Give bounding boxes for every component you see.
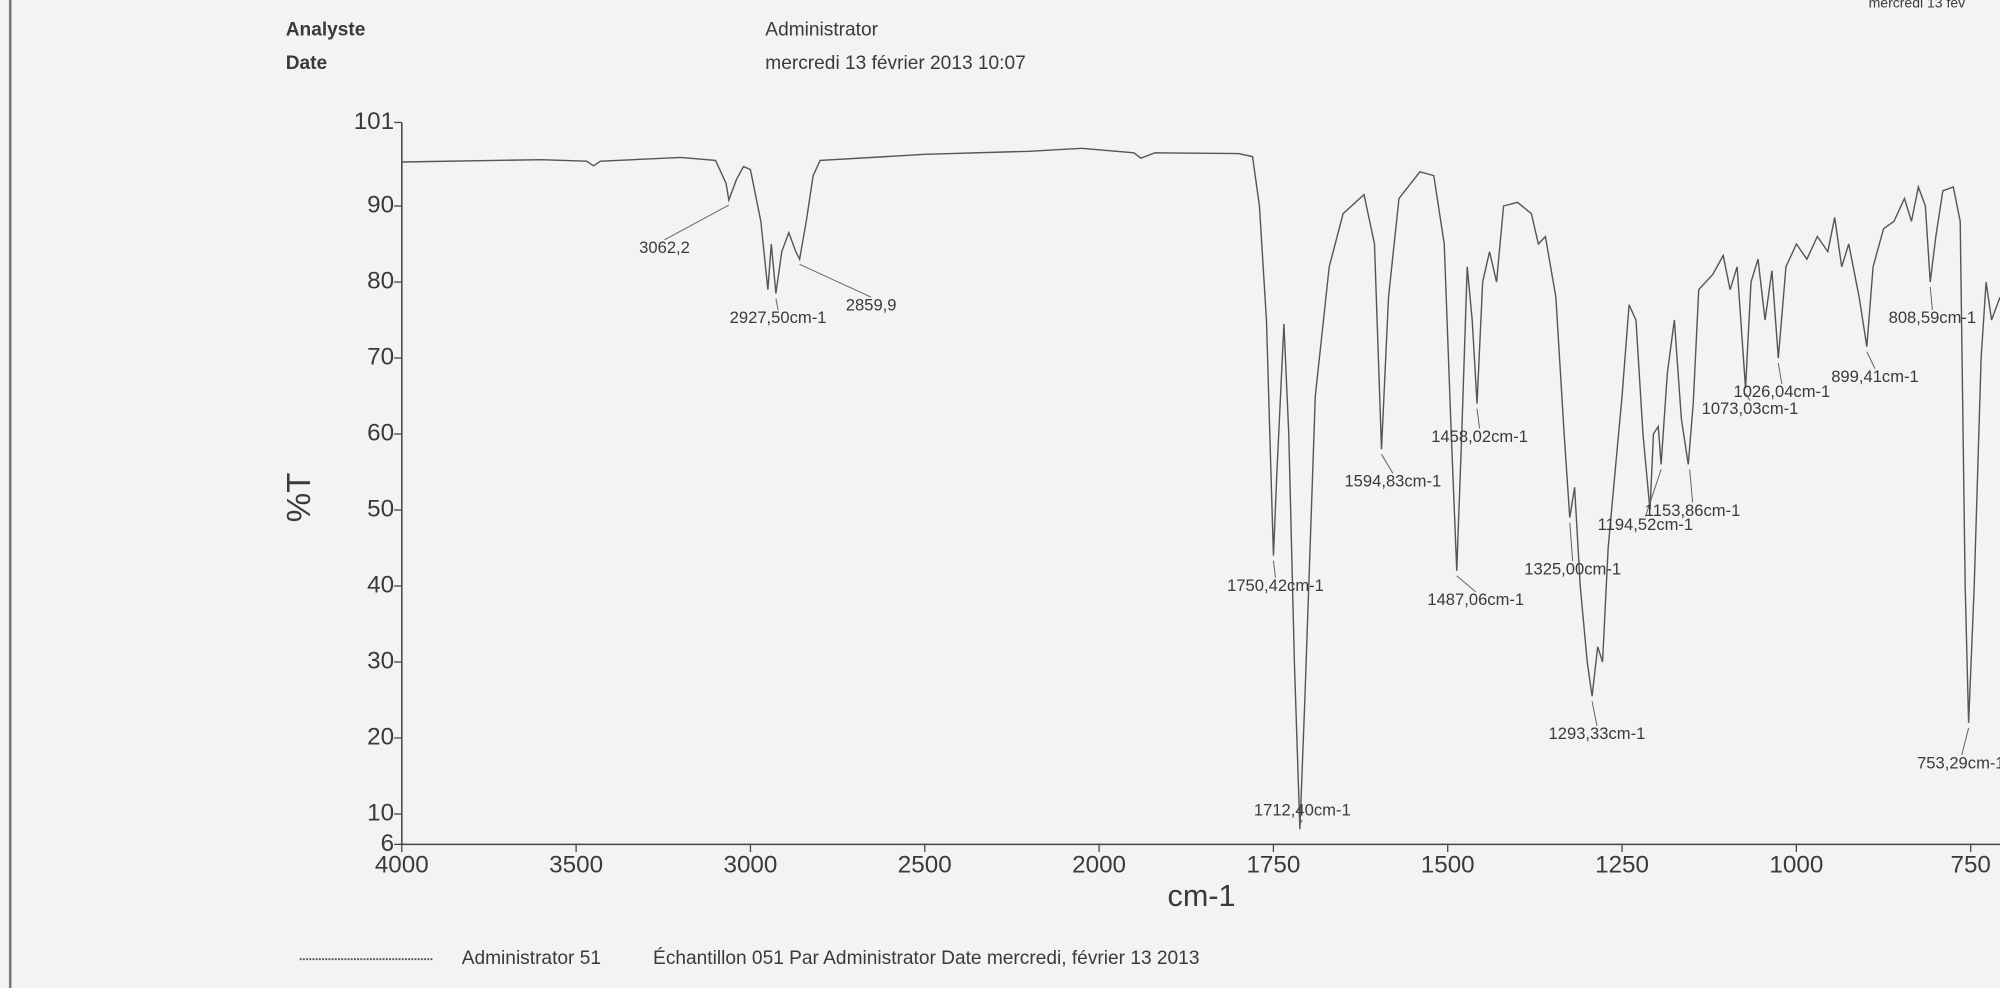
annotation-leader xyxy=(1381,454,1394,474)
y-tick-label: 70 xyxy=(367,343,394,370)
annotation-leader xyxy=(1456,575,1477,593)
annotation-leader xyxy=(1272,560,1277,578)
date: mercredi 13 février 2013 10:07 xyxy=(765,53,1025,74)
annotation-leader xyxy=(1299,819,1303,825)
annotation-leader xyxy=(1569,522,1574,562)
annotation-label: 808,59cm-1 xyxy=(1889,308,1977,327)
y-tick-label: 10 xyxy=(367,799,394,826)
x-tick-label: 2000 xyxy=(1072,851,1126,878)
annotation-label: 3062,2 xyxy=(639,238,690,257)
y-tick-label: 60 xyxy=(367,419,394,446)
date-label: Date xyxy=(286,53,327,74)
y-tick-label: 6 xyxy=(381,830,394,857)
annotation-label: 1750,42cm-1 xyxy=(1227,576,1324,595)
annotation-label: 753,29cm-1 xyxy=(1917,753,2000,772)
annotation-leader xyxy=(1929,287,1933,310)
annotation-label: 1487,06cm-1 xyxy=(1427,590,1524,609)
x-tick-label: 1000 xyxy=(1769,851,1823,878)
annotation-leader xyxy=(1866,351,1876,369)
legend-label: Administrator 51 xyxy=(462,948,601,969)
annotation-leader xyxy=(1961,727,1970,756)
x-tick-label: 3000 xyxy=(723,851,777,878)
y-tick-label: 20 xyxy=(367,723,394,750)
y-tick-label: 101 xyxy=(354,108,394,135)
x-tick-label: 750 xyxy=(1950,851,1990,878)
x-axis-title: cm-1 xyxy=(1168,879,1236,913)
y-tick-label: 40 xyxy=(367,571,394,598)
y-tick-label: 30 xyxy=(367,647,394,674)
y-tick-label: 50 xyxy=(367,495,394,522)
annotation-leader xyxy=(1644,469,1662,517)
annotation-label: 2927,50cm-1 xyxy=(730,308,827,327)
annotation-label: 1712,40cm-1 xyxy=(1254,801,1351,820)
spectrum-line xyxy=(401,147,2000,830)
annotation-label: 1026,04cm-1 xyxy=(1733,382,1830,401)
x-tick-label: 1500 xyxy=(1421,851,1475,878)
annotation-label: 1325,00cm-1 xyxy=(1524,560,1621,579)
annotation-leader xyxy=(1689,469,1694,503)
annotation-label: 1293,33cm-1 xyxy=(1549,724,1646,743)
corner-text: mercredi 13 fév xyxy=(1869,0,1966,11)
annotation-label: 1073,03cm-1 xyxy=(1702,399,1799,418)
x-tick-label: 2500 xyxy=(898,851,952,878)
annotation-label: 2859,9 xyxy=(846,295,897,314)
annotation-leader xyxy=(1745,393,1751,401)
x-tick-label: 4000 xyxy=(375,851,429,878)
y-tick-label: 90 xyxy=(367,191,394,218)
footer: Échantillon 051 Par Administrator Date m… xyxy=(653,948,1199,969)
annotation-label: 1194,52cm-1 xyxy=(1598,515,1694,534)
annotation-leader xyxy=(1476,408,1481,429)
y-axis-title: %T xyxy=(281,473,318,523)
x-tick-label: 1750 xyxy=(1246,851,1300,878)
x-tick-label: 3500 xyxy=(549,851,603,878)
x-tick-label: 1250 xyxy=(1595,851,1649,878)
annotation-leader xyxy=(799,263,872,298)
annotation-leader xyxy=(664,204,730,241)
analyst: Administrator xyxy=(765,20,878,41)
annotation-label: 1594,83cm-1 xyxy=(1344,472,1441,491)
annotation-label: 899,41cm-1 xyxy=(1831,367,1919,386)
y-tick-label: 80 xyxy=(367,267,394,294)
annotation-leader xyxy=(1777,363,1783,385)
annotation-label: 1458,02cm-1 xyxy=(1431,427,1528,446)
annotation-leader xyxy=(1591,701,1598,726)
analyst-label: Analyste xyxy=(286,20,366,41)
annotation-leader xyxy=(775,298,779,311)
annotation-label: 1153,86cm-1 xyxy=(1645,501,1741,520)
